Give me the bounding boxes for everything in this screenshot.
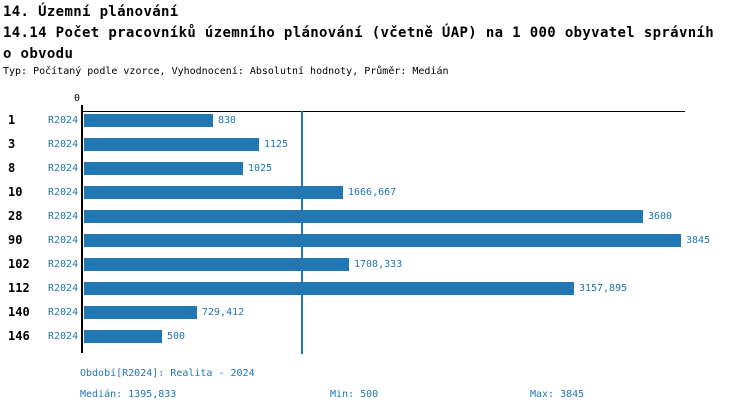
category-label: 1	[8, 113, 16, 127]
x-axis-zero-tick-label: 0	[74, 93, 81, 104]
category-label: 102	[8, 257, 30, 271]
value-bar	[84, 258, 349, 271]
indicator-title-line2: o obvodu	[3, 46, 74, 62]
x-axis-line	[82, 111, 685, 112]
indicator-meta: Typ: Počítaný podle vzorce, Vyhodnocení:…	[3, 66, 449, 77]
value-bar	[84, 162, 243, 175]
category-label: 3	[8, 137, 16, 151]
value-bar	[84, 186, 343, 199]
category-label: 112	[8, 281, 30, 295]
value-label: 1125	[264, 139, 289, 150]
value-bar	[84, 138, 259, 151]
value-label: 3157,895	[579, 283, 628, 294]
chart-row: 1 R2024 830	[0, 114, 750, 127]
value-label: 830	[218, 115, 237, 126]
indicator-title-line1: 14.14 Počet pracovníků územního plánován…	[3, 25, 715, 41]
value-label: 3600	[648, 211, 673, 222]
value-bar	[84, 282, 574, 295]
footer-period-label: Období[R2024]: Realita - 2024	[80, 368, 255, 379]
series-period-label: R2024	[48, 115, 79, 126]
series-period-label: R2024	[48, 139, 79, 150]
chart-row: 112 R2024 3157,895	[0, 282, 750, 295]
value-label: 1666,667	[348, 187, 397, 198]
value-label: 1025	[248, 163, 273, 174]
value-bar	[84, 210, 643, 223]
value-label: 1708,333	[354, 259, 403, 270]
chart-row: 102 R2024 1708,333	[0, 258, 750, 271]
footer-min-stat: Min: 500	[330, 389, 379, 400]
footer-max-stat: Max: 3845	[530, 389, 585, 400]
category-label: 8	[8, 161, 16, 175]
category-label: 90	[8, 233, 23, 247]
section-title: 14. Územní plánování	[3, 4, 179, 20]
category-label: 140	[8, 305, 30, 319]
series-period-label: R2024	[48, 259, 79, 270]
value-bar	[84, 306, 197, 319]
series-period-label: R2024	[48, 331, 79, 342]
median-reference-line	[301, 111, 303, 354]
y-axis-line	[81, 105, 83, 353]
series-period-label: R2024	[48, 307, 79, 318]
chart-row: 140 R2024 729,412	[0, 306, 750, 319]
value-bar	[84, 330, 162, 343]
chart-row: 28 R2024 3600	[0, 210, 750, 223]
chart-row: 10 R2024 1666,667	[0, 186, 750, 199]
series-period-label: R2024	[48, 283, 79, 294]
value-bar	[84, 234, 681, 247]
series-period-label: R2024	[48, 163, 79, 174]
category-label: 146	[8, 329, 30, 343]
value-label: 3845	[686, 235, 711, 246]
value-bar	[84, 114, 213, 127]
chart-row: 146 R2024 500	[0, 330, 750, 343]
chart-row: 3 R2024 1125	[0, 138, 750, 151]
value-label: 500	[167, 331, 186, 342]
value-label: 729,412	[202, 307, 245, 318]
footer-median-stat: Medián: 1395,833	[80, 389, 177, 400]
series-period-label: R2024	[48, 187, 79, 198]
series-period-label: R2024	[48, 235, 79, 246]
category-label: 28	[8, 209, 23, 223]
series-period-label: R2024	[48, 211, 79, 222]
category-label: 10	[8, 185, 23, 199]
chart-row: 90 R2024 3845	[0, 234, 750, 247]
chart-row: 8 R2024 1025	[0, 162, 750, 175]
